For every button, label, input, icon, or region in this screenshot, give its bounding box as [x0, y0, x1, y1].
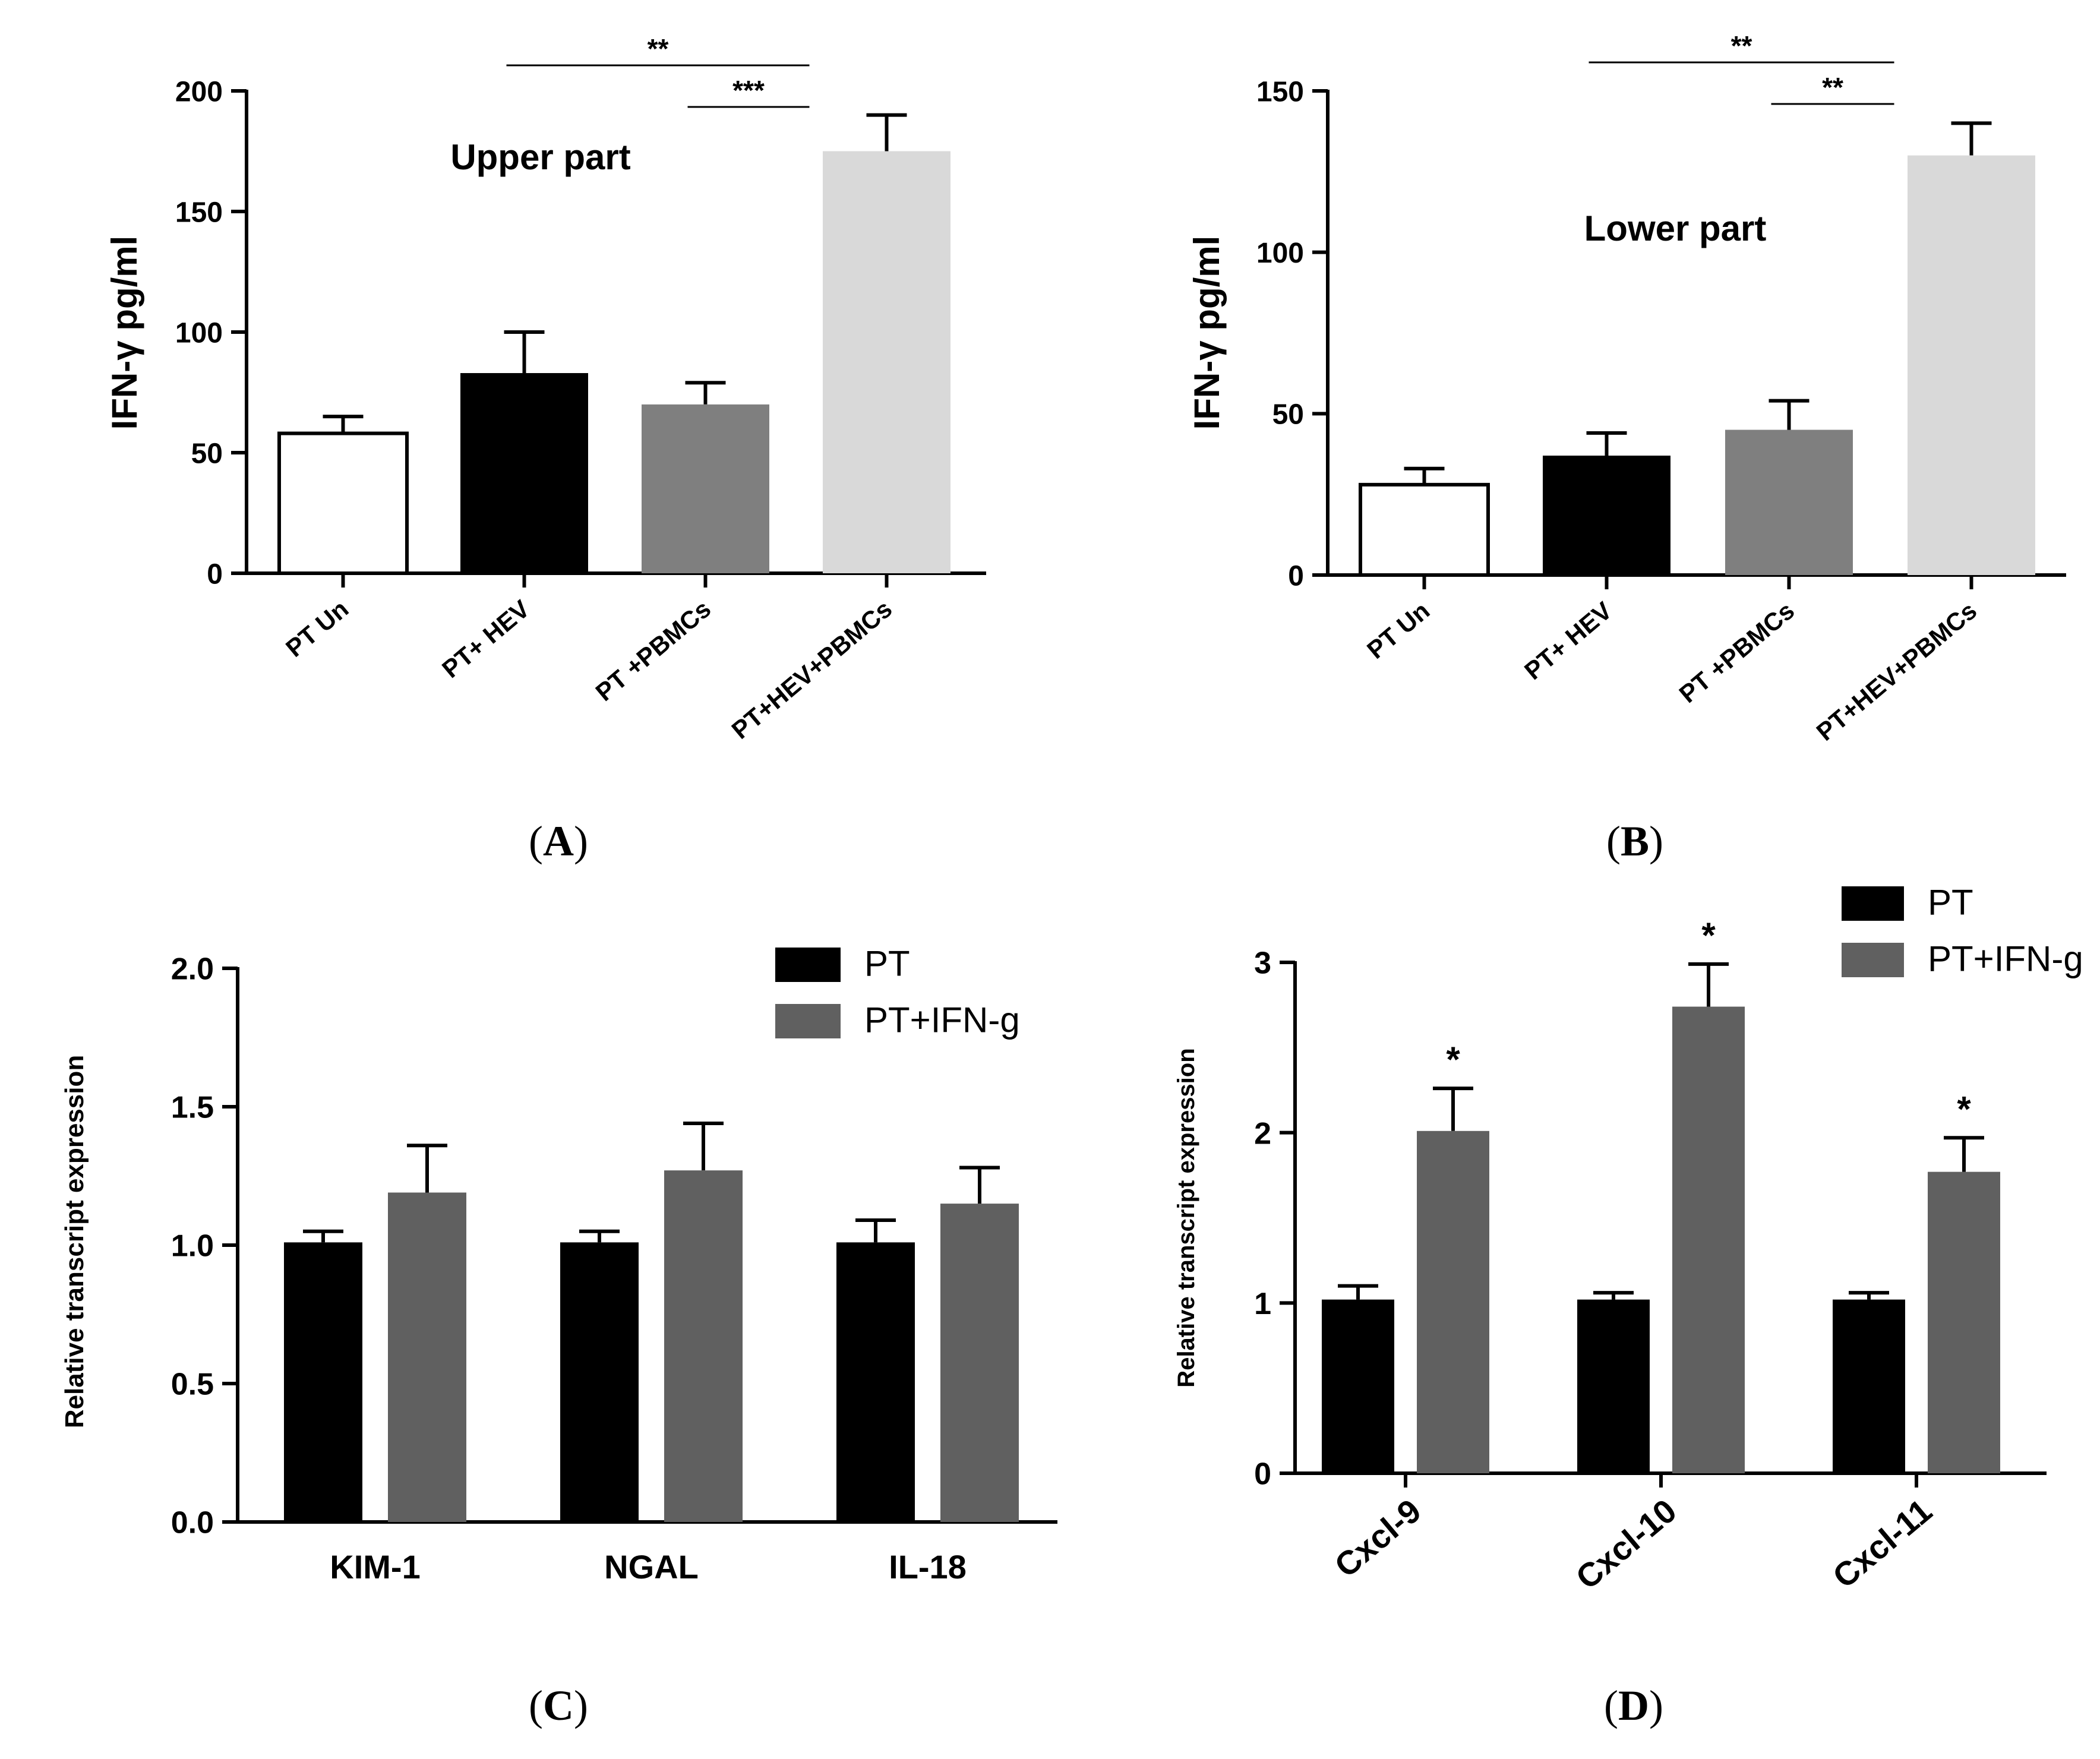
y-tick-label: 50: [191, 438, 223, 469]
bar-cxcl-11-pt: [1833, 1299, 1905, 1473]
panel-caption: (C): [529, 1682, 588, 1729]
bar-il-18-pt: [836, 1242, 915, 1522]
y-tick-label: 3: [1254, 946, 1271, 981]
x-tick-label: PT +PBMCs: [590, 595, 716, 706]
y-axis-label: IFN-γ pg/ml: [105, 236, 144, 430]
y-axis-label: IFN-γ pg/ml: [1187, 236, 1227, 430]
bar-cxcl-10-pt: [1577, 1299, 1650, 1473]
legend-swatch: [1842, 943, 1904, 977]
significance-star: *: [1957, 1089, 1971, 1129]
bar-kim-1-pt: [284, 1242, 362, 1522]
bar-2: [460, 373, 588, 573]
bar-2: [1543, 455, 1670, 575]
panel-annotation: Upper part: [450, 137, 630, 177]
y-tick-label: 1.0: [171, 1229, 214, 1264]
y-tick-label: 150: [175, 197, 223, 228]
panel-caption: (B): [1606, 817, 1663, 865]
x-tick-label: PT+ HEV: [437, 595, 535, 683]
bar-4: [1908, 155, 2035, 576]
x-tick-label: PT+HEV+PBMCs: [727, 595, 898, 744]
x-tick-label: PT Un: [280, 595, 353, 662]
bar-ngal-pt-ifn: [664, 1170, 743, 1522]
y-tick-label: 2: [1254, 1116, 1271, 1151]
y-tick-label: 100: [1256, 238, 1304, 269]
legend-swatch: [775, 1004, 841, 1038]
chart-panel-d: 0 1 2 3 Relative transcript expression (D) * Cx…: [1173, 883, 2083, 1729]
x-tick-label: Cxcl-9: [1327, 1492, 1428, 1584]
legend-label: PT+IFN-g: [1928, 939, 2083, 979]
significance-label: **: [1822, 72, 1843, 103]
y-tick-label: 0.5: [171, 1368, 214, 1402]
y-tick-label: 0.0: [171, 1506, 214, 1540]
x-tick-label: KIM-1: [330, 1548, 420, 1586]
y-tick-label: 0: [1288, 560, 1304, 592]
y-tick-label: 0: [207, 558, 223, 590]
legend-label: PT: [864, 944, 910, 984]
legend-label: PT+IFN-g: [864, 1000, 1020, 1040]
y-tick-label: 1: [1254, 1287, 1271, 1321]
chart-panel-b: 0 50 100 150 IFN-γ pg/ml (B) PT Un PT+ HEV PT +P…: [1187, 30, 2066, 865]
bar-il-18-pt-ifn: [940, 1204, 1019, 1522]
y-tick-label: 100: [175, 317, 223, 349]
legend-label: PT: [1928, 883, 1973, 923]
y-tick-label: 200: [175, 76, 223, 108]
significance-label: ***: [732, 75, 765, 106]
x-tick-label: NGAL: [604, 1548, 699, 1586]
x-tick-label: PT+HEV+PBMCs: [1811, 596, 1982, 746]
panel-caption: (D): [1604, 1682, 1663, 1729]
y-tick-label: 2.0: [171, 952, 214, 987]
y-tick-label: 50: [1272, 399, 1304, 431]
y-tick-label: 0: [1254, 1457, 1271, 1492]
x-tick-label: PT Un: [1362, 596, 1435, 664]
x-tick-label: IL-18: [889, 1548, 967, 1586]
bar-cxcl-9-pt: [1322, 1299, 1394, 1473]
bar-3: [642, 404, 769, 573]
significance-label: **: [648, 33, 669, 64]
significance-star: *: [1446, 1040, 1460, 1079]
bar-4: [823, 151, 950, 573]
bar-cxcl-9-pt-ifn: [1417, 1130, 1489, 1473]
bar-ngal-pt: [560, 1242, 639, 1522]
significance-label: **: [1731, 30, 1752, 61]
significance-star: *: [1701, 915, 1716, 955]
legend-swatch: [1842, 886, 1904, 921]
y-axis-label: Relative transcript expression: [60, 1055, 89, 1428]
y-tick-label: 150: [1256, 76, 1304, 108]
bar-3: [1725, 430, 1853, 575]
panel-annotation: Lower part: [1584, 209, 1767, 248]
bar-1: [1359, 482, 1490, 577]
x-tick-label: PT +PBMCs: [1674, 596, 1800, 708]
bar-cxcl-10-pt-ifn: [1672, 1006, 1745, 1473]
y-axis-label: Relative transcript expression: [1173, 1048, 1199, 1387]
bar-1: [277, 431, 409, 576]
x-tick-label: Cxcl-11: [1826, 1492, 1939, 1595]
panel-caption: (A): [529, 817, 588, 865]
chart-panel-a: 0 50 100 150 200 IFN-γ pg/ml (A) PT Un PT+ HEV PT…: [105, 33, 986, 865]
x-tick-label: Cxcl-10: [1569, 1492, 1684, 1596]
bar-cxcl-11-pt-ifn: [1928, 1171, 2000, 1473]
y-tick-label: 1.5: [171, 1091, 214, 1125]
bar-kim-1-pt-ifn: [388, 1192, 466, 1522]
chart-panel-c: 0.0 0.5 1.0 1.5 2.0 Relative transcript expre…: [60, 944, 1057, 1729]
legend-swatch: [775, 948, 841, 982]
x-tick-label: PT+ HEV: [1519, 596, 1617, 685]
